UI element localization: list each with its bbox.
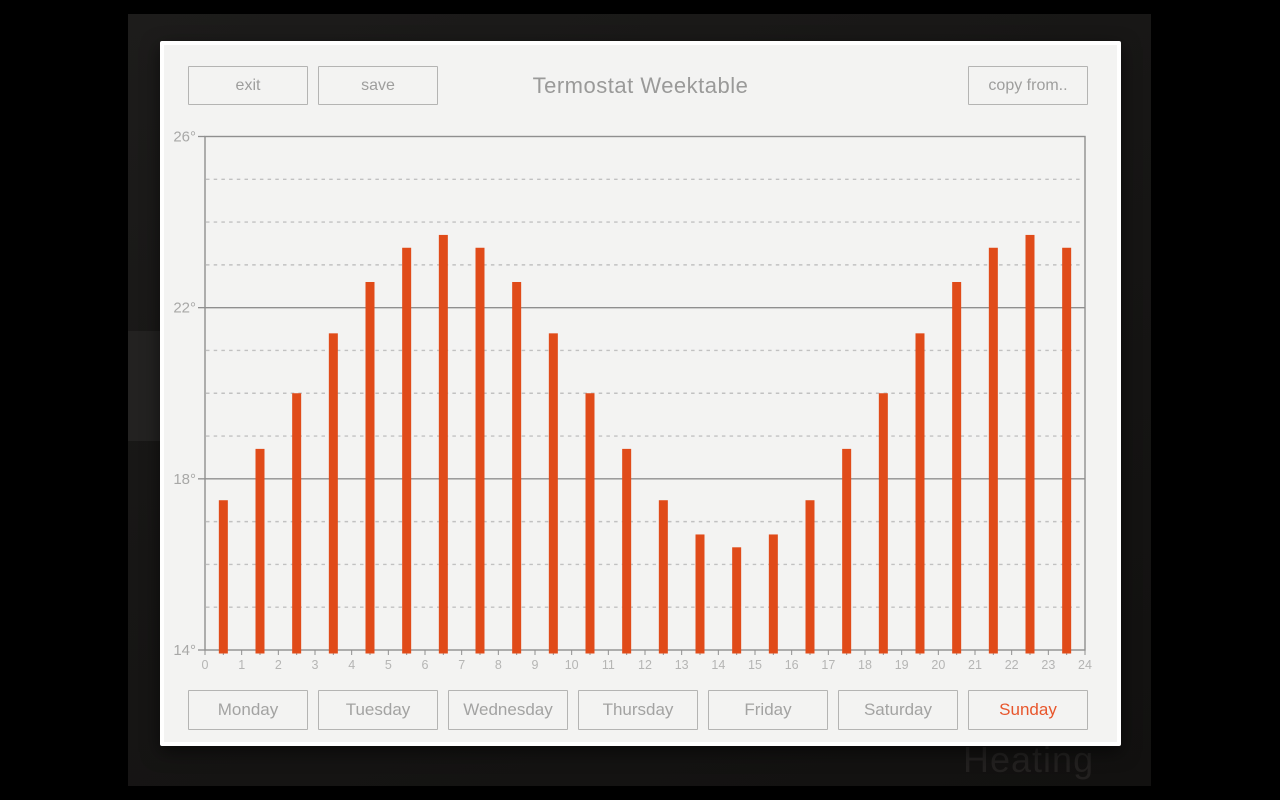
temperature-bar-hour-4[interactable]: [365, 281, 375, 654]
temperature-bar-hour-9[interactable]: [548, 333, 558, 654]
x-axis-tick-label: 15: [748, 658, 762, 672]
temperature-bar-hour-8[interactable]: [512, 281, 522, 654]
x-axis-tick-label: 19: [895, 658, 909, 672]
x-axis-tick-label: 18: [858, 658, 872, 672]
x-axis-tick-label: 16: [785, 658, 799, 672]
copy-from-button[interactable]: copy from..: [968, 66, 1088, 105]
save-button[interactable]: save: [318, 66, 438, 105]
x-axis-tick-label: 14: [711, 658, 725, 672]
temperature-bar-hour-7[interactable]: [475, 247, 485, 654]
temperature-bar-hour-20[interactable]: [952, 281, 962, 654]
day-button-thursday[interactable]: Thursday: [578, 690, 698, 730]
background-panel-fragment: [128, 331, 162, 441]
temperature-bar-hour-2[interactable]: [292, 393, 302, 654]
temperature-bar-hour-13[interactable]: [695, 534, 705, 654]
temperature-bar-hour-5[interactable]: [402, 247, 412, 654]
x-axis-tick-label: 5: [385, 658, 392, 672]
temperature-bar-hour-16[interactable]: [805, 500, 815, 654]
temperature-bar-hour-23[interactable]: [1062, 247, 1072, 654]
x-axis-tick-label: 22: [1005, 658, 1019, 672]
y-axis-tick-label: 22°: [173, 300, 196, 317]
x-axis-tick-label: 0: [202, 658, 209, 672]
x-axis-tick-label: 1: [238, 658, 245, 672]
x-axis-tick-label: 3: [312, 658, 319, 672]
x-axis-tick-label: 20: [931, 658, 945, 672]
x-axis-tick-label: 2: [275, 658, 282, 672]
y-axis-tick-label: 26°: [173, 129, 196, 146]
temperature-bar-hour-11[interactable]: [622, 448, 632, 654]
x-axis-tick-label: 7: [458, 658, 465, 672]
x-axis-tick-label: 24: [1078, 658, 1092, 672]
temperature-bar-hour-6[interactable]: [438, 234, 448, 654]
temperature-week-chart[interactable]: 26°22°18°14°0 1 2 3 4 5 6 7 8 9 10 11 12 13 14 15 16 17 18…: [164, 45, 1117, 685]
x-axis-tick-label: 11: [602, 658, 615, 672]
x-axis-tick-label: 23: [1041, 658, 1055, 672]
temperature-bar-hour-19[interactable]: [915, 333, 925, 654]
x-axis-tick-label: 17: [821, 658, 835, 672]
x-axis-tick-label: 13: [675, 658, 689, 672]
temperature-bar-hour-10[interactable]: [585, 393, 595, 654]
y-axis-tick-label: 14°: [173, 642, 196, 659]
temperature-bar-hour-21[interactable]: [988, 247, 998, 654]
x-axis-tick-label: 9: [532, 658, 539, 672]
day-button-sunday[interactable]: Sunday: [968, 690, 1088, 730]
x-axis-tick-label: 8: [495, 658, 502, 672]
temperature-bar-hour-22[interactable]: [1025, 234, 1035, 654]
temperature-bar-hour-1[interactable]: [255, 448, 265, 654]
day-button-wednesday[interactable]: Wednesday: [448, 690, 568, 730]
weektable-window: exit save Termostat Weektable copy from.…: [160, 41, 1121, 746]
temperature-bar-hour-3[interactable]: [328, 333, 338, 654]
temperature-bar-hour-14[interactable]: [732, 547, 742, 654]
temperature-bar-hour-0[interactable]: [218, 500, 228, 654]
y-axis-tick-label: 18°: [173, 471, 196, 488]
temperature-bar-hour-12[interactable]: [658, 500, 668, 654]
temperature-bar-hour-15[interactable]: [768, 534, 778, 654]
x-axis-tick-label: 10: [565, 658, 579, 672]
x-axis-tick-label: 12: [638, 658, 652, 672]
exit-button[interactable]: exit: [188, 66, 308, 105]
day-button-saturday[interactable]: Saturday: [838, 690, 958, 730]
day-selector: Monday Tuesday Wednesday Thursday Friday…: [188, 690, 1088, 730]
day-button-tuesday[interactable]: Tuesday: [318, 690, 438, 730]
day-button-monday[interactable]: Monday: [188, 690, 308, 730]
day-button-friday[interactable]: Friday: [708, 690, 828, 730]
temperature-bar-hour-18[interactable]: [878, 393, 888, 654]
temperature-bar-hour-17[interactable]: [842, 448, 852, 654]
x-axis-tick-label: 6: [422, 658, 429, 672]
x-axis-tick-label: 21: [968, 658, 982, 672]
x-axis-tick-label: 4: [348, 658, 355, 672]
